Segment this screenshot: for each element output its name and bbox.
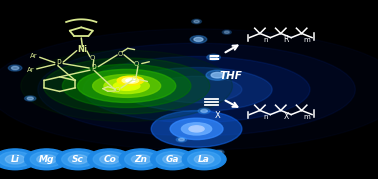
- Ellipse shape: [217, 151, 222, 153]
- Text: Li: Li: [11, 155, 20, 164]
- Ellipse shape: [0, 29, 378, 150]
- Circle shape: [62, 151, 94, 167]
- Ellipse shape: [62, 64, 191, 108]
- Text: n: n: [263, 37, 267, 43]
- Text: Ar: Ar: [30, 53, 38, 59]
- Text: O: O: [118, 51, 123, 57]
- Ellipse shape: [178, 138, 184, 141]
- Circle shape: [151, 149, 195, 170]
- Text: Mg: Mg: [39, 155, 54, 164]
- Text: THF: THF: [219, 71, 242, 81]
- Ellipse shape: [176, 137, 187, 142]
- Text: =: =: [207, 50, 220, 65]
- Text: m: m: [304, 114, 310, 120]
- Circle shape: [194, 155, 214, 164]
- Circle shape: [119, 149, 163, 170]
- Circle shape: [0, 151, 32, 167]
- Ellipse shape: [43, 58, 210, 114]
- Text: O: O: [133, 61, 139, 67]
- Ellipse shape: [126, 79, 135, 82]
- Ellipse shape: [117, 76, 144, 85]
- Circle shape: [125, 151, 158, 167]
- Text: O: O: [132, 76, 137, 82]
- Circle shape: [156, 151, 189, 167]
- Circle shape: [25, 149, 68, 170]
- Text: n: n: [263, 114, 267, 120]
- Ellipse shape: [211, 72, 223, 78]
- Ellipse shape: [77, 69, 176, 102]
- Circle shape: [30, 151, 63, 167]
- Circle shape: [93, 151, 126, 167]
- Text: Zn: Zn: [135, 155, 147, 164]
- Circle shape: [131, 155, 151, 164]
- Circle shape: [88, 149, 132, 170]
- Ellipse shape: [25, 96, 36, 101]
- Ellipse shape: [210, 56, 217, 59]
- Text: Ni: Ni: [77, 45, 87, 54]
- Text: Sc: Sc: [72, 155, 84, 164]
- Ellipse shape: [113, 81, 140, 90]
- Ellipse shape: [190, 36, 207, 43]
- Text: X: X: [284, 112, 289, 121]
- Ellipse shape: [181, 123, 212, 135]
- Circle shape: [187, 151, 221, 167]
- Ellipse shape: [189, 126, 204, 132]
- Ellipse shape: [93, 74, 161, 97]
- Ellipse shape: [8, 65, 22, 71]
- Circle shape: [0, 149, 37, 170]
- Ellipse shape: [122, 78, 139, 83]
- Ellipse shape: [38, 43, 355, 136]
- Text: P: P: [56, 59, 61, 68]
- Ellipse shape: [21, 50, 232, 122]
- Text: P: P: [91, 64, 96, 72]
- Circle shape: [163, 155, 183, 164]
- Circle shape: [5, 155, 25, 164]
- Text: O: O: [115, 86, 120, 93]
- Ellipse shape: [121, 67, 272, 112]
- Text: m: m: [304, 37, 310, 43]
- Circle shape: [68, 155, 88, 164]
- Ellipse shape: [206, 70, 229, 80]
- Ellipse shape: [194, 37, 203, 41]
- Ellipse shape: [214, 150, 224, 154]
- Ellipse shape: [27, 97, 33, 100]
- Text: Co: Co: [103, 155, 116, 164]
- Text: O: O: [89, 55, 94, 61]
- Ellipse shape: [224, 31, 229, 33]
- Ellipse shape: [192, 19, 201, 24]
- Ellipse shape: [201, 110, 208, 112]
- Ellipse shape: [170, 118, 223, 140]
- Circle shape: [100, 155, 119, 164]
- Ellipse shape: [194, 20, 199, 23]
- Ellipse shape: [11, 66, 19, 70]
- Text: Ga: Ga: [166, 155, 180, 164]
- Circle shape: [37, 155, 56, 164]
- Circle shape: [56, 149, 100, 170]
- Text: X: X: [214, 111, 220, 120]
- Text: R: R: [283, 35, 289, 44]
- Text: La: La: [198, 155, 210, 164]
- Ellipse shape: [83, 56, 310, 123]
- Circle shape: [182, 149, 226, 170]
- Ellipse shape: [198, 108, 210, 114]
- Ellipse shape: [207, 54, 220, 60]
- Ellipse shape: [222, 30, 231, 34]
- Ellipse shape: [104, 78, 149, 94]
- Ellipse shape: [151, 76, 242, 103]
- Text: Ar: Ar: [27, 67, 35, 73]
- Ellipse shape: [151, 111, 242, 147]
